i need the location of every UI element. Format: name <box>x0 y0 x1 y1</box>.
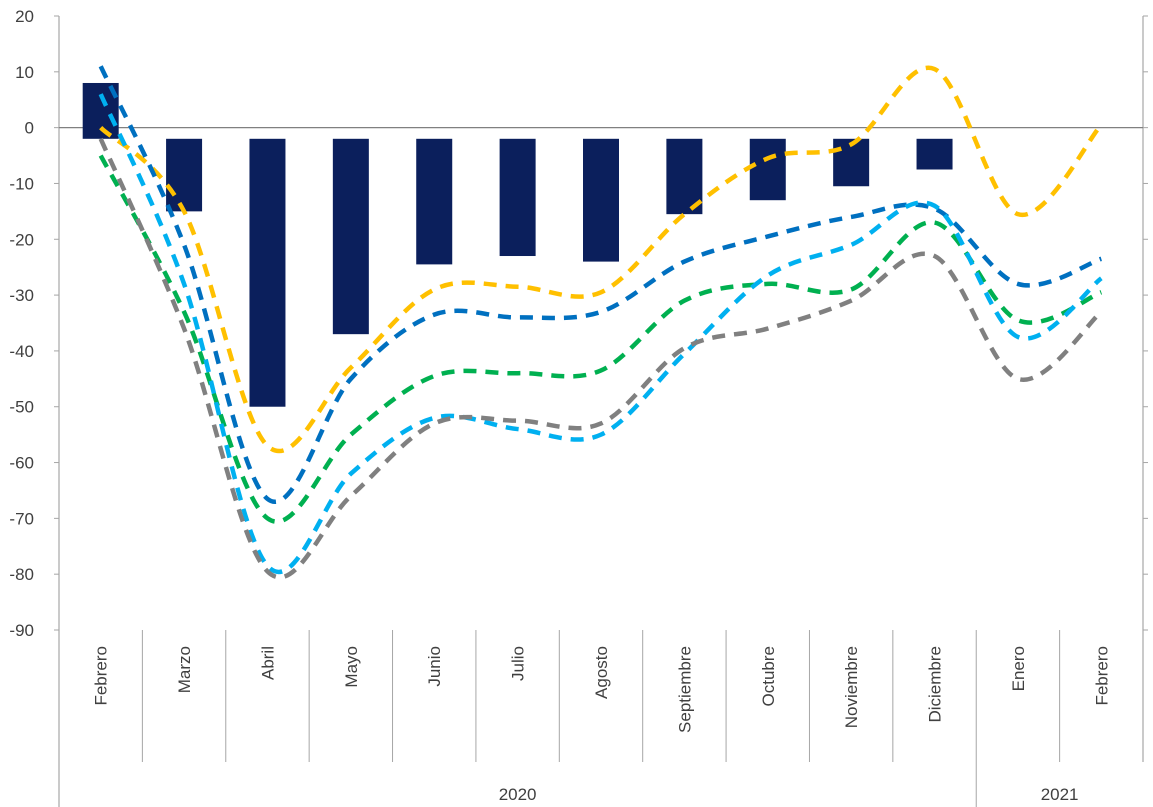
y-tick-label: 20 <box>15 7 34 26</box>
category-label: Febrero <box>1092 646 1111 706</box>
chart-axes <box>54 15 1148 807</box>
y-tick-label: 0 <box>25 119 34 138</box>
year-label: 2021 <box>1041 785 1079 804</box>
category-label: Marzo <box>175 646 194 693</box>
series-line <box>98 65 1103 504</box>
bar <box>583 138 619 262</box>
y-tick-label: -80 <box>9 565 34 584</box>
category-label: Agosto <box>592 646 611 699</box>
y-tick-label: 10 <box>15 63 34 82</box>
bar-series <box>82 82 953 407</box>
y-tick-label: -30 <box>9 286 34 305</box>
y-tick-label: -70 <box>9 509 34 528</box>
category-label: Julio <box>509 646 528 681</box>
category-labels: Febrero Marzo Abril Mayo Junio Julio Agosto Sep… <box>92 646 1112 733</box>
bar <box>416 138 453 265</box>
series-line <box>99 65 1104 454</box>
bar <box>499 138 536 257</box>
y-tick-label: -60 <box>9 454 34 473</box>
category-label: Abril <box>258 646 277 680</box>
y-tick-label: -10 <box>9 174 34 193</box>
series-line <box>98 137 1103 580</box>
category-label: Septiembre <box>675 646 694 733</box>
y-tick-labels: 20 10 0 -10 -20 -30 -40 -50 -60 -70 -80 -90 <box>9 7 34 640</box>
bar <box>332 138 369 335</box>
bar <box>166 138 203 212</box>
series-line <box>98 93 1103 575</box>
line-series-group <box>98 65 1104 580</box>
y-tick-label: -90 <box>9 621 34 640</box>
y-tick-label: -50 <box>9 398 34 417</box>
category-label: Mayo <box>342 646 361 688</box>
bar <box>666 138 703 215</box>
bar <box>749 138 786 201</box>
year-label: 2020 <box>499 785 537 804</box>
category-label: Enero <box>1009 646 1028 691</box>
bar <box>916 138 953 170</box>
category-label: Febrero <box>92 646 111 706</box>
category-label: Diciembre <box>926 646 945 723</box>
y-tick-label: -40 <box>9 342 34 361</box>
category-label: Junio <box>425 646 444 687</box>
year-labels: 2020 2021 <box>499 785 1079 804</box>
bar <box>249 138 286 407</box>
category-label: Octubre <box>759 646 778 706</box>
series-line <box>98 154 1103 524</box>
category-label: Noviembre <box>842 646 861 728</box>
y-tick-label: -20 <box>9 230 34 249</box>
